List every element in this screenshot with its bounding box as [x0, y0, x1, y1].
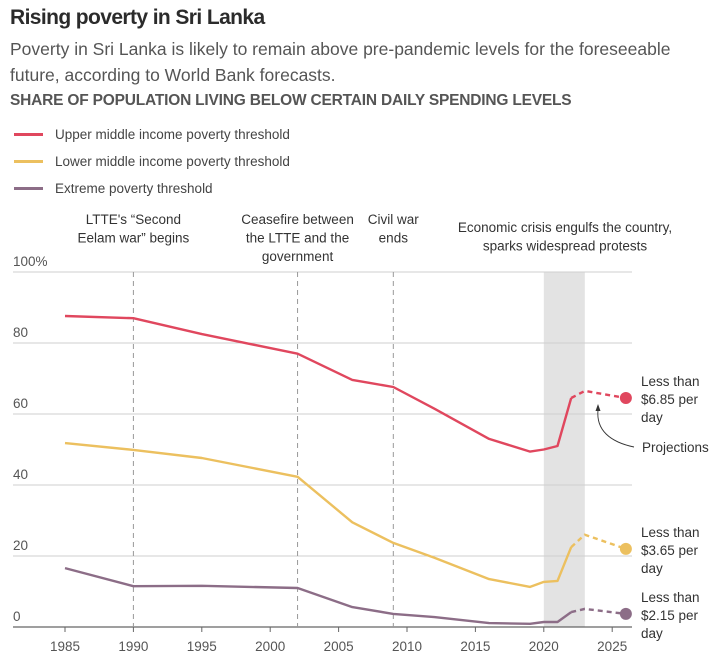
end-label: Less than	[641, 590, 700, 605]
x-tick-label: 2010	[392, 639, 422, 654]
legend-swatch-lower	[14, 160, 43, 163]
section-label: SHARE OF POPULATION LIVING BELOW CERTAIN…	[10, 92, 572, 109]
series-line	[64, 441, 573, 589]
legend-label-lower: Lower middle income poverty threshold	[55, 154, 290, 169]
end-label: $2.15 per	[641, 608, 699, 623]
series-line	[64, 314, 573, 453]
y-tick-label: 60	[13, 396, 28, 411]
legend-item-upper: Upper middle income poverty threshold	[14, 121, 290, 148]
event-annotation: government	[262, 249, 334, 264]
arrow-head-icon	[595, 404, 601, 411]
projections-label: Projections	[642, 440, 709, 455]
projection-arrow	[597, 409, 635, 448]
x-tick-label: 1985	[50, 639, 80, 654]
event-annotation: Ceasefire between	[241, 212, 354, 227]
chart-subtitle: Poverty in Sri Lanka is likely to remain…	[10, 39, 671, 85]
end-label: $3.65 per	[641, 543, 699, 558]
x-tick-label: 2000	[255, 639, 285, 654]
end-label: day	[641, 626, 663, 641]
y-tick-label: 20	[13, 538, 28, 553]
x-tick-label: 2020	[529, 639, 559, 654]
x-tick-label: 2005	[324, 639, 354, 654]
y-tick-label: 80	[13, 325, 28, 340]
y-tick-label: 40	[13, 467, 28, 482]
end-label: Less than	[641, 525, 700, 540]
event-annotation: LTTE's “Second	[86, 212, 181, 227]
y-tick-label: 100%	[13, 254, 48, 269]
legend-swatch-upper	[14, 133, 43, 136]
endpoint-dot	[619, 392, 632, 405]
legend-item-lower: Lower middle income poverty threshold	[14, 148, 290, 175]
event-annotation: the LTTE and the	[246, 231, 349, 246]
crisis-annotation: Economic crisis engulfs the country,	[458, 220, 672, 235]
legend-label-upper: Upper middle income poverty threshold	[55, 127, 290, 142]
x-tick-label: 1995	[187, 639, 217, 654]
end-label: Less than	[641, 374, 700, 389]
end-label: day	[641, 410, 663, 425]
projection-line	[570, 533, 627, 551]
event-annotation: ends	[379, 231, 409, 246]
projection-line	[570, 607, 627, 616]
x-tick-label: 2015	[460, 639, 490, 654]
legend: Upper middle income poverty threshold Lo…	[14, 121, 290, 202]
shaded-period	[543, 272, 585, 628]
crisis-annotation: sparks widespread protests	[483, 239, 648, 254]
legend-item-extreme: Extreme poverty threshold	[14, 175, 290, 202]
event-annotation: Civil war	[368, 212, 420, 227]
x-tick-label: 2025	[597, 639, 627, 654]
legend-label-extreme: Extreme poverty threshold	[55, 181, 213, 196]
y-tick-label: 0	[13, 609, 21, 624]
event-annotation: Eelam war” begins	[78, 231, 190, 246]
series-line	[64, 566, 572, 625]
x-tick-label: 1990	[118, 639, 148, 654]
legend-swatch-extreme	[14, 187, 43, 190]
chart-title: Rising poverty in Sri Lanka	[10, 6, 265, 29]
end-label: $6.85 per	[641, 392, 699, 407]
endpoint-dot	[619, 607, 632, 620]
end-label: day	[641, 561, 663, 576]
endpoint-dot	[619, 542, 632, 555]
